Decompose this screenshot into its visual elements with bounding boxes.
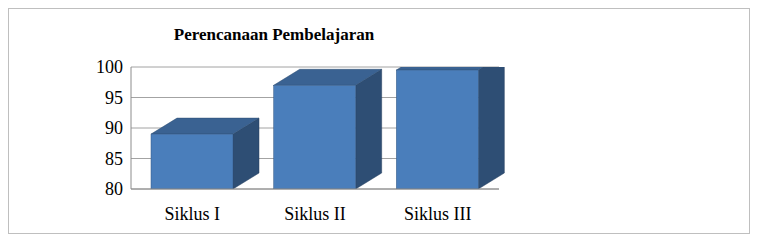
svg-text:80: 80 <box>105 179 123 199</box>
svg-text:90: 90 <box>105 118 123 138</box>
svg-text:Siklus I: Siklus I <box>165 204 221 224</box>
svg-text:85: 85 <box>105 149 123 169</box>
html-text:Perencanaan Pembelajaran: Perencanaan Pembelajaran <box>173 25 375 44</box>
svg-text:95: 95 <box>105 88 123 108</box>
svg-text:Siklus III: Siklus III <box>404 204 472 224</box>
svg-text:Siklus II: Siklus II <box>284 204 346 224</box>
svg-text:100: 100 <box>96 57 123 77</box>
